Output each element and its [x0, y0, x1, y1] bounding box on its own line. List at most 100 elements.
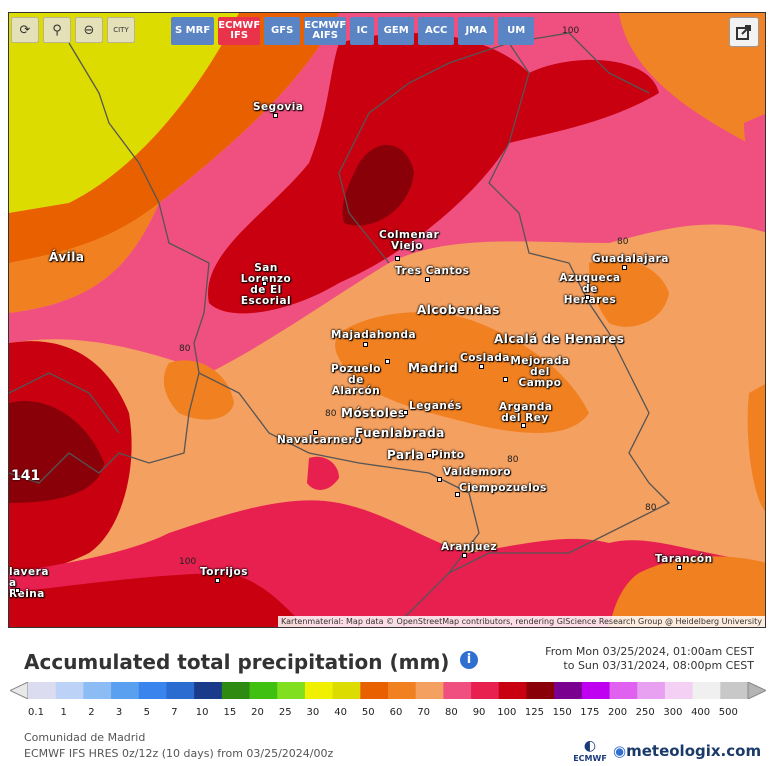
model-button-ecmwf-ifs[interactable]: ECMWF IFS	[218, 17, 261, 45]
legend-label: 60	[389, 707, 403, 718]
precipitation-map[interactable]: ⟳ ⚲ ⊖ CITY S MRF ECMWF IFS GFS ECMWF AIF…	[8, 12, 766, 628]
model-button-gfs[interactable]: GFS	[264, 17, 301, 45]
city-label[interactable]: Segovia	[253, 101, 304, 113]
city-label[interactable]: Alcalá de Henares	[494, 332, 625, 346]
isoline-label: 80	[645, 503, 657, 513]
city-label[interactable]: Guadalajara	[592, 253, 669, 265]
meteologix-logo[interactable]: ◉meteologix.com	[613, 742, 761, 760]
zoom-icon[interactable]: ⊖	[75, 17, 103, 43]
city-label[interactable]: Pinto	[431, 449, 465, 461]
legend-swatch	[332, 682, 361, 699]
legend-swatch	[388, 682, 417, 699]
city-marker	[585, 295, 590, 300]
model-button-smrf[interactable]: S MRF	[171, 17, 215, 45]
city-label[interactable]: lavera a Reina	[9, 566, 49, 600]
model-button-jma[interactable]: JMA	[458, 17, 495, 45]
city-label[interactable]: Leganés	[409, 400, 462, 412]
city-label[interactable]: Arganda del Rey	[499, 401, 553, 424]
city-marker	[395, 256, 400, 261]
model-selector: S MRF ECMWF IFS GFS ECMWF AIFS IC GEM AC…	[171, 17, 535, 45]
legend-swatch	[554, 682, 583, 699]
city-marker	[677, 565, 682, 570]
isoline-label: 80	[617, 237, 629, 247]
ecmwf-logo[interactable]: ◐ ECMWF	[570, 738, 610, 763]
city-marker	[503, 377, 508, 382]
city-label[interactable]: Tarancón	[655, 553, 713, 565]
legend-swatch	[526, 682, 555, 699]
legend-label: 3	[115, 707, 123, 718]
legend-label: 100	[497, 707, 517, 718]
city-label[interactable]: Torrijos	[200, 566, 248, 578]
city-label[interactable]: Coslada	[460, 352, 510, 364]
city-label[interactable]: Alcobendas	[417, 303, 500, 317]
city-label[interactable]: Parla	[387, 448, 425, 462]
city-label[interactable]: Ávila	[49, 250, 85, 264]
legend-label: 500	[718, 707, 738, 718]
share-button[interactable]	[729, 17, 759, 47]
map-title: Accumulated total precipitation (mm)	[24, 650, 450, 674]
model-button-ic[interactable]: IC	[350, 17, 375, 45]
legend-label: 50	[361, 707, 375, 718]
city-label[interactable]: Aranjuez	[441, 541, 498, 553]
side-value-label: 141	[11, 468, 41, 484]
city-label[interactable]: Valdemoro	[443, 466, 511, 478]
legend-swatch	[720, 682, 749, 699]
legend-swatch	[304, 682, 334, 699]
isoline-label: 80	[179, 344, 191, 354]
legend-label: 150	[552, 707, 572, 718]
legend-swatch	[138, 682, 167, 699]
ecmwf-logo-text: ECMWF	[573, 754, 607, 763]
city-marker	[425, 277, 430, 282]
legend-label: 300	[663, 707, 683, 718]
model-run-label: ECMWF IFS HRES 0z/12z (10 days) from 03/…	[24, 747, 334, 760]
legend-label: 90	[472, 707, 486, 718]
city-marker	[363, 342, 368, 347]
legend-label: 20	[251, 707, 264, 718]
legend-swatch	[609, 682, 638, 699]
legend-label: 175	[580, 707, 600, 718]
legend-label: 70	[417, 707, 431, 718]
location-pin-icon[interactable]: ⚲	[43, 17, 71, 43]
model-button-ecmwf-aifs[interactable]: ECMWF AIFS	[304, 17, 347, 45]
city-label[interactable]: Fuenlabrada	[355, 426, 445, 440]
date-range: From Mon 03/25/2024, 01:00am CEST to Sun…	[545, 645, 754, 673]
legend-swatch	[111, 682, 140, 699]
legend-swatch	[443, 682, 472, 699]
city-label[interactable]: Ciempozuelos	[459, 482, 547, 494]
legend-swatch	[55, 682, 84, 699]
city-label[interactable]: Majadahonda	[331, 329, 417, 341]
map-attribution[interactable]: Kartenmaterial: Map data © OpenStreetMap…	[277, 616, 765, 627]
isoline-label: 100	[562, 26, 580, 36]
city-marker	[427, 453, 432, 458]
legend-label: 400	[691, 707, 711, 718]
city-label[interactable]: Colmenar Viejo	[379, 229, 440, 252]
model-button-um[interactable]: UM	[498, 17, 535, 45]
info-icon[interactable]: i	[460, 651, 478, 669]
city-label[interactable]: San Lorenzo de El Escorial	[240, 262, 292, 307]
brand-text: meteologix.com	[626, 742, 762, 760]
legend-label: 30	[306, 707, 320, 718]
legend-label: 1	[60, 707, 67, 718]
legend-arrow-right	[747, 682, 766, 699]
city-label[interactable]: Azuqueca de Henares	[559, 272, 621, 306]
city-label[interactable]: Móstoles	[341, 406, 406, 420]
city-marker	[15, 588, 20, 593]
city-label[interactable]: Pozuelo de Alarcón	[331, 363, 381, 397]
region-label: Comunidad de Madrid	[24, 731, 146, 744]
city-label[interactable]: Madrid	[408, 361, 459, 375]
city-label[interactable]: Mejorada del Campo	[510, 355, 570, 389]
legend-swatch	[692, 682, 721, 699]
city-marker	[455, 492, 460, 497]
city-label[interactable]: Navalcarnero	[277, 434, 362, 446]
legend-label: 10	[195, 707, 209, 718]
legend-label: 80	[445, 707, 458, 718]
legend-label: 25	[278, 707, 292, 718]
model-button-acc[interactable]: ACC	[418, 17, 455, 45]
city-icon[interactable]: CITY	[107, 17, 135, 43]
model-button-gem[interactable]: GEM	[378, 17, 415, 45]
legend-swatch	[581, 682, 611, 699]
city-label[interactable]: Tres Cantos	[395, 265, 470, 277]
date-from: From Mon 03/25/2024, 01:00am CEST	[545, 645, 754, 658]
city-marker	[479, 364, 484, 369]
refresh-icon[interactable]: ⟳	[11, 17, 39, 43]
